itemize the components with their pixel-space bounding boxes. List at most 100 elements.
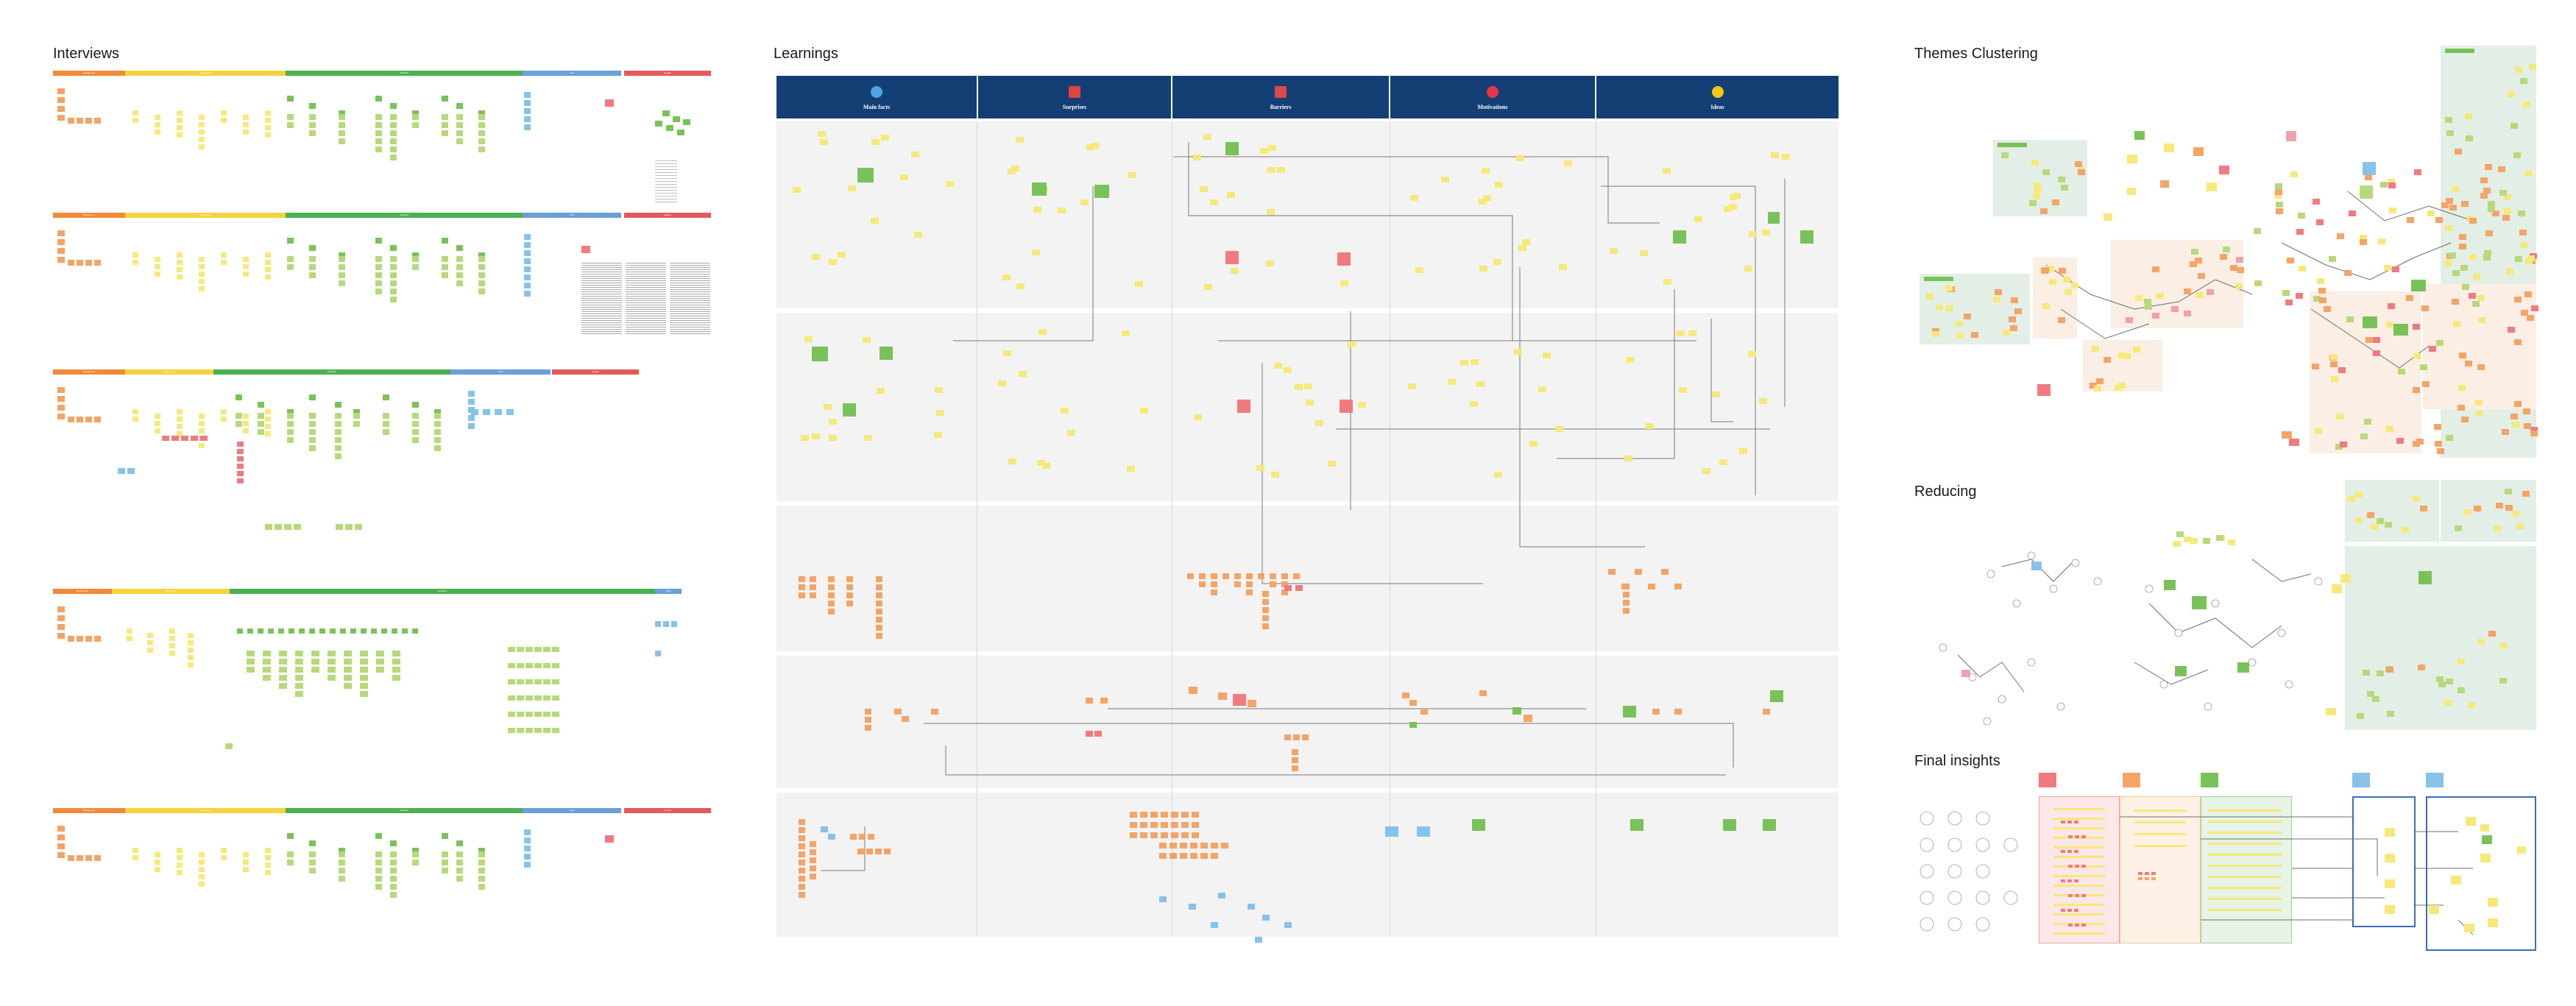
sticky-note <box>1281 589 1288 595</box>
sticky-note <box>265 252 271 258</box>
sticky-note <box>1277 167 1285 173</box>
sticky-note <box>2282 431 2292 439</box>
sticky-note <box>1211 589 1217 595</box>
sticky-note <box>1340 400 1353 413</box>
sticky-note <box>2446 253 2454 259</box>
sticky-note <box>828 592 835 598</box>
sticky-note <box>875 849 882 854</box>
sticky-note <box>199 443 205 448</box>
sticky-note <box>2445 117 2452 123</box>
sticky-note <box>478 884 485 890</box>
sticky-note <box>2053 875 2105 877</box>
sticky-note <box>345 524 353 530</box>
sticky-note <box>1471 359 1479 365</box>
learnings-board: Main facts Surprises Barriers Motivation… <box>776 76 1839 943</box>
sticky-note <box>344 651 352 656</box>
sticky-note <box>876 584 882 590</box>
sticky-note <box>1304 383 1312 389</box>
sticky-note <box>1673 230 1686 244</box>
sticky-note <box>177 252 183 258</box>
sticky-note <box>478 252 485 258</box>
sticky-note <box>812 433 820 439</box>
sticky-note <box>2115 385 2122 391</box>
sticky-note <box>2437 448 2444 454</box>
sticky-note <box>478 110 485 116</box>
sticky-note <box>199 867 205 872</box>
sticky-note <box>1495 182 1503 188</box>
sticky-note <box>361 628 367 634</box>
sticky-note <box>2078 168 2085 174</box>
sticky-note <box>434 429 441 435</box>
sticky-note <box>247 651 255 656</box>
sticky-note <box>1610 248 1618 254</box>
sticky-note <box>1200 186 1208 192</box>
sticky-note <box>1192 832 1199 838</box>
sticky-note <box>517 679 524 684</box>
sticky-note <box>2413 324 2420 330</box>
sticky-note <box>2475 400 2483 405</box>
sticky-note <box>390 280 397 286</box>
sticky-note <box>2047 266 2054 272</box>
sticky-note <box>1262 623 1269 629</box>
sticky-note <box>1211 573 1217 579</box>
sticky-note <box>309 394 316 400</box>
sticky-note <box>2184 288 2191 294</box>
sticky-note <box>1032 249 1040 255</box>
sticky-note <box>2506 269 2513 274</box>
sticky-note <box>2445 49 2474 53</box>
sticky-note <box>2298 213 2305 219</box>
sticky-note <box>2207 183 2217 191</box>
sticky-note <box>2316 219 2324 225</box>
sticky-note <box>328 675 336 681</box>
sticky-note <box>2482 835 2492 844</box>
sticky-note <box>2488 918 2498 927</box>
sticky-note <box>225 743 233 749</box>
sticky-note <box>199 115 205 120</box>
sticky-note <box>263 659 271 665</box>
sticky-note <box>524 234 531 240</box>
sticky-note <box>199 874 205 879</box>
sticky-note <box>221 260 227 265</box>
sticky-note <box>2034 188 2042 194</box>
sticky-note <box>799 819 805 825</box>
sticky-note <box>57 88 65 94</box>
sticky-note <box>1663 279 1671 285</box>
sticky-note <box>2519 230 2527 235</box>
sticky-note <box>1947 286 1955 292</box>
sticky-note <box>2416 439 2424 444</box>
sticky-note <box>412 848 419 854</box>
sticky-note <box>442 851 448 857</box>
sticky-note <box>2524 291 2532 297</box>
sticky-note <box>284 524 291 530</box>
sticky-note <box>1932 331 1939 337</box>
sticky-note <box>155 264 160 269</box>
sticky-note <box>309 103 316 109</box>
sticky-note <box>2033 194 2040 199</box>
sticky-note <box>2438 681 2446 687</box>
sticky-note <box>177 118 183 123</box>
sticky-note <box>1140 832 1147 838</box>
sticky-note <box>524 92 531 98</box>
sticky-note <box>506 409 514 415</box>
sticky-note <box>534 663 542 668</box>
sticky-note <box>865 709 871 715</box>
sticky-note <box>309 122 316 128</box>
sticky-note <box>2480 193 2488 199</box>
sticky-note <box>1135 281 1143 287</box>
sticky-note <box>508 663 515 668</box>
sticky-note <box>390 297 397 302</box>
sticky-note <box>456 840 463 846</box>
sticky-note <box>524 283 531 288</box>
sticky-note <box>2220 254 2227 260</box>
sticky-note <box>177 267 183 272</box>
sticky-note <box>2144 299 2151 305</box>
sticky-note <box>279 683 287 689</box>
sticky-note <box>412 256 419 262</box>
sticky-note <box>1130 822 1137 828</box>
sticky-note <box>820 139 828 145</box>
sticky-note <box>1192 812 1199 818</box>
sticky-note <box>517 663 524 668</box>
sticky-note <box>169 628 175 634</box>
sticky-note <box>339 130 345 136</box>
sticky-note <box>1260 148 1268 154</box>
